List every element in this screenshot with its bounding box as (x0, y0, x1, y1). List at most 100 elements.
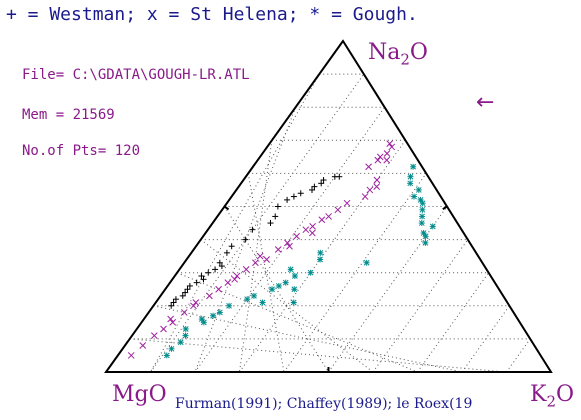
data-point (168, 345, 175, 352)
data-point (169, 318, 177, 326)
data-point (218, 263, 225, 270)
data-point (198, 273, 205, 280)
data-point (172, 296, 179, 303)
data-point (415, 186, 422, 193)
grid-line (417, 272, 490, 373)
data-point (205, 269, 212, 276)
data-point (184, 286, 191, 293)
data-point (179, 292, 186, 299)
axis-tick (442, 205, 448, 211)
grid-line (194, 107, 297, 373)
data-point (215, 285, 223, 293)
data-point (284, 196, 291, 203)
data-point (163, 352, 170, 359)
data-point (361, 193, 369, 200)
data-point (386, 140, 394, 147)
data-point (388, 143, 396, 151)
grid-line (224, 206, 329, 373)
data-point (383, 150, 391, 157)
grid-line (328, 206, 448, 373)
data-point (363, 259, 370, 266)
data-point (263, 256, 271, 263)
data-point (252, 259, 259, 267)
data-point (186, 282, 193, 289)
vertex-label-k2o: K2O (530, 382, 575, 411)
data-point (419, 200, 426, 207)
data-point (407, 180, 414, 187)
grid-line (239, 140, 406, 373)
data-point (376, 153, 384, 161)
file-label: File= C:\GDATA\GOUGH-LR.ATL (22, 67, 250, 83)
data-point (317, 249, 324, 256)
chart-title: + = Westman; x = St Helena; * = Gough. (6, 4, 418, 25)
data-point (250, 292, 257, 299)
data-point (180, 309, 188, 316)
data-point (168, 302, 175, 309)
data-point (287, 266, 294, 273)
data-point (193, 279, 200, 286)
data-point (290, 299, 297, 306)
mem-label: Mem = 21569 (22, 107, 115, 123)
data-point (366, 186, 374, 194)
data-point (206, 292, 213, 300)
data-point (249, 226, 256, 233)
data-point (242, 266, 250, 273)
data-point (177, 339, 184, 346)
data-point (223, 249, 230, 256)
data-point (282, 279, 289, 286)
data-point (422, 233, 429, 240)
data-point (274, 203, 281, 210)
data-point (284, 239, 291, 247)
data-point (334, 206, 342, 214)
data-point (311, 183, 318, 190)
data-point (242, 236, 249, 243)
data-point (320, 177, 327, 184)
grid-line (461, 305, 510, 373)
data-point (411, 193, 418, 200)
data-point (293, 232, 300, 240)
data-point (336, 173, 343, 180)
vertex-label-mgo: MgO (112, 382, 167, 407)
data-point (267, 220, 274, 227)
data-point (200, 276, 207, 283)
left-arrow-icon: ← (476, 90, 495, 115)
grid-line (153, 305, 463, 373)
data-point (317, 256, 324, 263)
grid-line (239, 140, 273, 373)
data-point (365, 163, 372, 171)
data-point (150, 332, 158, 339)
data-point (297, 190, 304, 197)
data-point (256, 252, 264, 260)
data-point (318, 180, 325, 187)
axis-tick (223, 205, 230, 211)
data-point (429, 223, 436, 230)
points-count-label: No.of Pts= 120 (22, 143, 141, 159)
data-point (139, 342, 147, 349)
data-point (418, 220, 425, 227)
data-point (224, 279, 232, 286)
grid-line (506, 338, 531, 373)
data-point (374, 156, 382, 164)
data-point (170, 299, 177, 306)
data-point (182, 289, 189, 296)
data-point (373, 176, 381, 184)
data-point (307, 269, 314, 276)
data-point (259, 299, 266, 306)
data-point (343, 199, 351, 207)
data-point (160, 325, 167, 333)
data-point (325, 213, 332, 220)
grid-line (200, 239, 374, 373)
data-point (302, 226, 310, 234)
data-point (290, 193, 297, 200)
data-point (216, 259, 223, 266)
data-point (182, 325, 189, 332)
data-point (212, 266, 219, 273)
data-point (308, 229, 316, 237)
data-point (269, 286, 276, 293)
data-point (228, 243, 235, 250)
data-point (373, 183, 381, 190)
data-point (419, 206, 426, 213)
data-point (383, 156, 391, 164)
data-point (309, 223, 316, 230)
